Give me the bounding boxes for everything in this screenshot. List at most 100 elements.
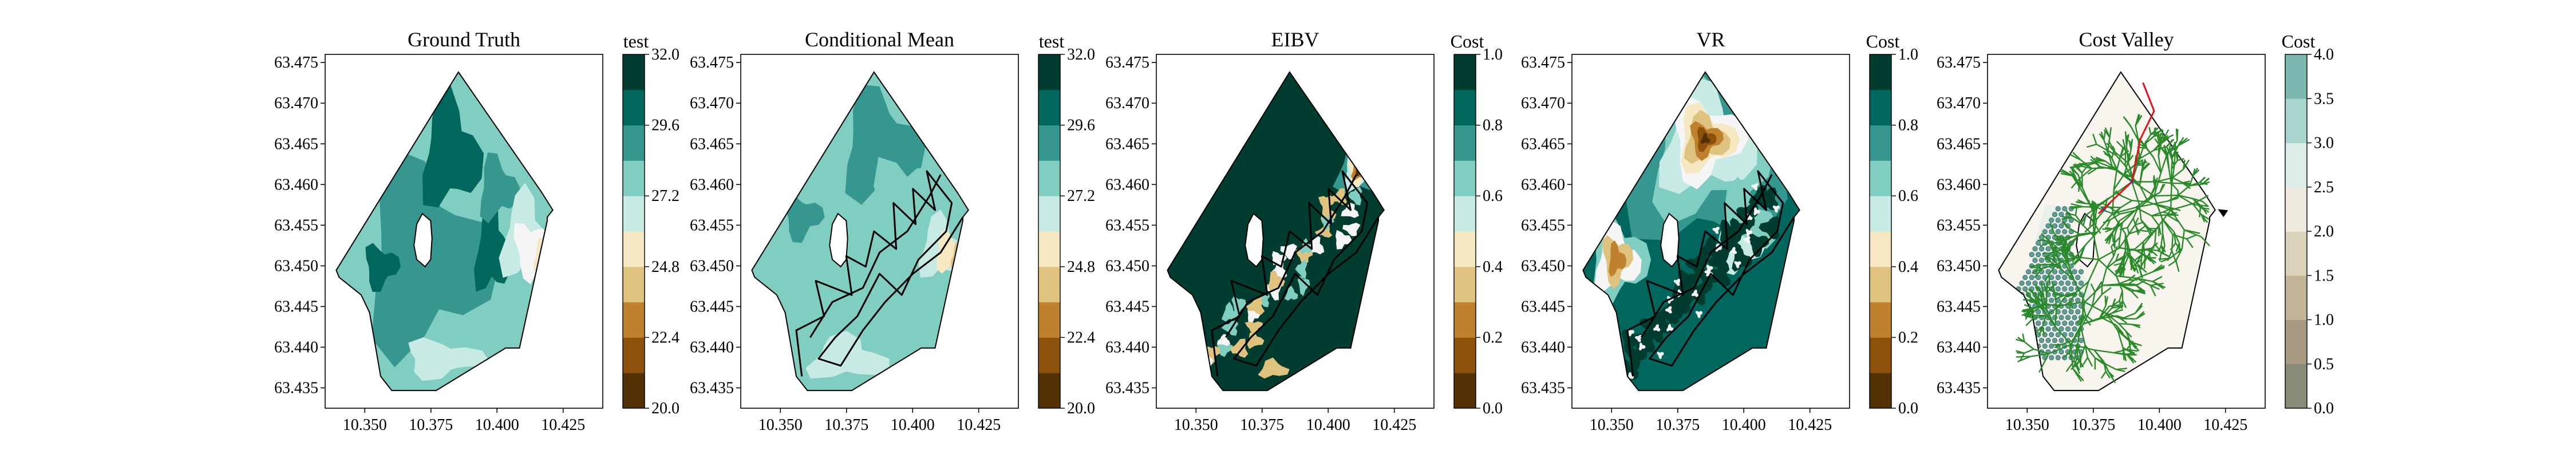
colorbar-band bbox=[1454, 89, 1476, 126]
rrt-edge bbox=[2116, 368, 2127, 370]
sampling-path bbox=[1225, 174, 1357, 338]
rrt-edge bbox=[2065, 210, 2073, 218]
rrt-edge bbox=[2070, 323, 2084, 345]
cost-point bbox=[2055, 217, 2061, 223]
contour-band bbox=[1712, 227, 1720, 234]
rrt-edge bbox=[2168, 169, 2172, 187]
contour-band bbox=[1202, 373, 1213, 391]
rrt-edge bbox=[2054, 308, 2057, 327]
rrt-edge bbox=[2028, 310, 2035, 317]
rrt-edge bbox=[2115, 151, 2129, 164]
plot-frame bbox=[1987, 54, 2266, 409]
rrt-edge bbox=[2166, 214, 2179, 222]
rrt-edge bbox=[2199, 181, 2208, 185]
rrt-edge bbox=[2077, 175, 2083, 188]
rrt-edge bbox=[2042, 326, 2045, 335]
cost-point bbox=[2045, 223, 2051, 229]
contour-band bbox=[1639, 342, 1646, 351]
rrt-edge bbox=[2061, 339, 2073, 345]
colorbar-tick-label: 29.6 bbox=[651, 117, 679, 135]
x-tick-label: 10.400 bbox=[475, 416, 519, 434]
rrt-edge bbox=[2103, 219, 2111, 224]
rrt-edge bbox=[2169, 145, 2175, 155]
rrt-edge bbox=[2142, 163, 2151, 172]
rrt-edge bbox=[2113, 352, 2127, 355]
rrt-edge bbox=[2107, 137, 2111, 151]
rrt-edge bbox=[2153, 128, 2156, 137]
rrt-edge bbox=[2171, 166, 2175, 187]
rrt-edge bbox=[2182, 159, 2190, 170]
rrt-edge bbox=[2017, 356, 2031, 363]
cost-point bbox=[2036, 274, 2041, 281]
colorbar-band bbox=[1870, 160, 1891, 196]
y-tick-label: 63.460 bbox=[1937, 176, 1981, 194]
colorbar-frame bbox=[622, 54, 645, 409]
rrt-edge bbox=[2140, 219, 2148, 230]
rrt-edge bbox=[2144, 259, 2146, 269]
rrt-edge bbox=[2158, 156, 2162, 173]
rrt-edge bbox=[2139, 224, 2147, 231]
y-tick-label: 63.460 bbox=[274, 176, 318, 194]
rrt-edge bbox=[2092, 220, 2095, 236]
rrt-edge bbox=[2193, 195, 2209, 204]
rrt-edge bbox=[2146, 248, 2153, 254]
x-tick-label: 10.375 bbox=[1656, 416, 1700, 434]
x-tick-label: 10.350 bbox=[2005, 416, 2049, 434]
rrt-edge bbox=[2152, 276, 2163, 282]
rrt-edge bbox=[2154, 229, 2157, 244]
colorbar-tick-label: 32.0 bbox=[651, 46, 679, 64]
contour-band bbox=[1678, 270, 1699, 295]
rrt-edge bbox=[2120, 285, 2135, 291]
colorbar-band bbox=[1870, 266, 1891, 303]
colorbar-band bbox=[1870, 373, 1891, 409]
rrt-edge bbox=[2128, 230, 2140, 235]
colorbar-band bbox=[623, 125, 645, 161]
rrt-edge bbox=[2175, 128, 2178, 141]
x-tick-label: 10.375 bbox=[409, 416, 453, 434]
rrt-edge bbox=[2061, 301, 2085, 306]
rrt-edge bbox=[2136, 285, 2146, 293]
y-tick-label: 63.470 bbox=[274, 94, 318, 112]
rrt-edge bbox=[2044, 274, 2050, 282]
cost-point bbox=[2032, 257, 2038, 263]
rrt-edge bbox=[2102, 317, 2117, 326]
field-boundary bbox=[751, 71, 969, 392]
colorbar-band bbox=[623, 266, 645, 303]
rrt-edge bbox=[2109, 127, 2112, 138]
rrt-edge bbox=[2150, 285, 2156, 297]
cost-point bbox=[2055, 286, 2061, 292]
y-tick-label: 63.435 bbox=[1521, 379, 1565, 397]
rrt-edge bbox=[2055, 326, 2072, 345]
cost-point bbox=[2059, 349, 2064, 355]
colorbar-tick-label: 3.5 bbox=[2314, 90, 2334, 108]
rrt-edge bbox=[2034, 286, 2044, 295]
rrt-edge bbox=[2123, 173, 2132, 177]
rrt-edge bbox=[2112, 232, 2114, 243]
contour-band bbox=[480, 152, 520, 223]
rrt-edge bbox=[2173, 231, 2180, 244]
contour-band bbox=[1609, 240, 1627, 277]
rrt-edge bbox=[2135, 264, 2144, 271]
rrt-edge bbox=[2102, 228, 2113, 230]
rrt-edge bbox=[2079, 165, 2092, 169]
cost-point bbox=[2032, 246, 2038, 252]
cost-point bbox=[2042, 228, 2048, 235]
rrt-edge bbox=[2134, 241, 2144, 250]
colorbar-tick-label: 20.0 bbox=[651, 400, 679, 417]
rrt-edge bbox=[2109, 206, 2121, 208]
rrt-edge bbox=[2152, 264, 2163, 273]
rrt-edge bbox=[2134, 217, 2139, 226]
colorbar-tick-label: 3.0 bbox=[2314, 135, 2334, 152]
rrt-edge bbox=[2151, 215, 2160, 226]
colorbar-tick-label: 0.0 bbox=[1483, 400, 1503, 417]
rrt-edge bbox=[2100, 371, 2107, 379]
cost-point bbox=[2049, 297, 2055, 303]
cost-point bbox=[2029, 251, 2034, 258]
y-tick-label: 63.445 bbox=[274, 298, 318, 315]
cost-point bbox=[2059, 280, 2064, 286]
cost-point bbox=[2016, 309, 2021, 315]
colorbar-band bbox=[623, 160, 645, 196]
x-tick-label: 10.425 bbox=[957, 416, 1001, 434]
rrt-edge bbox=[2121, 262, 2126, 271]
contour-band bbox=[1715, 244, 1722, 252]
